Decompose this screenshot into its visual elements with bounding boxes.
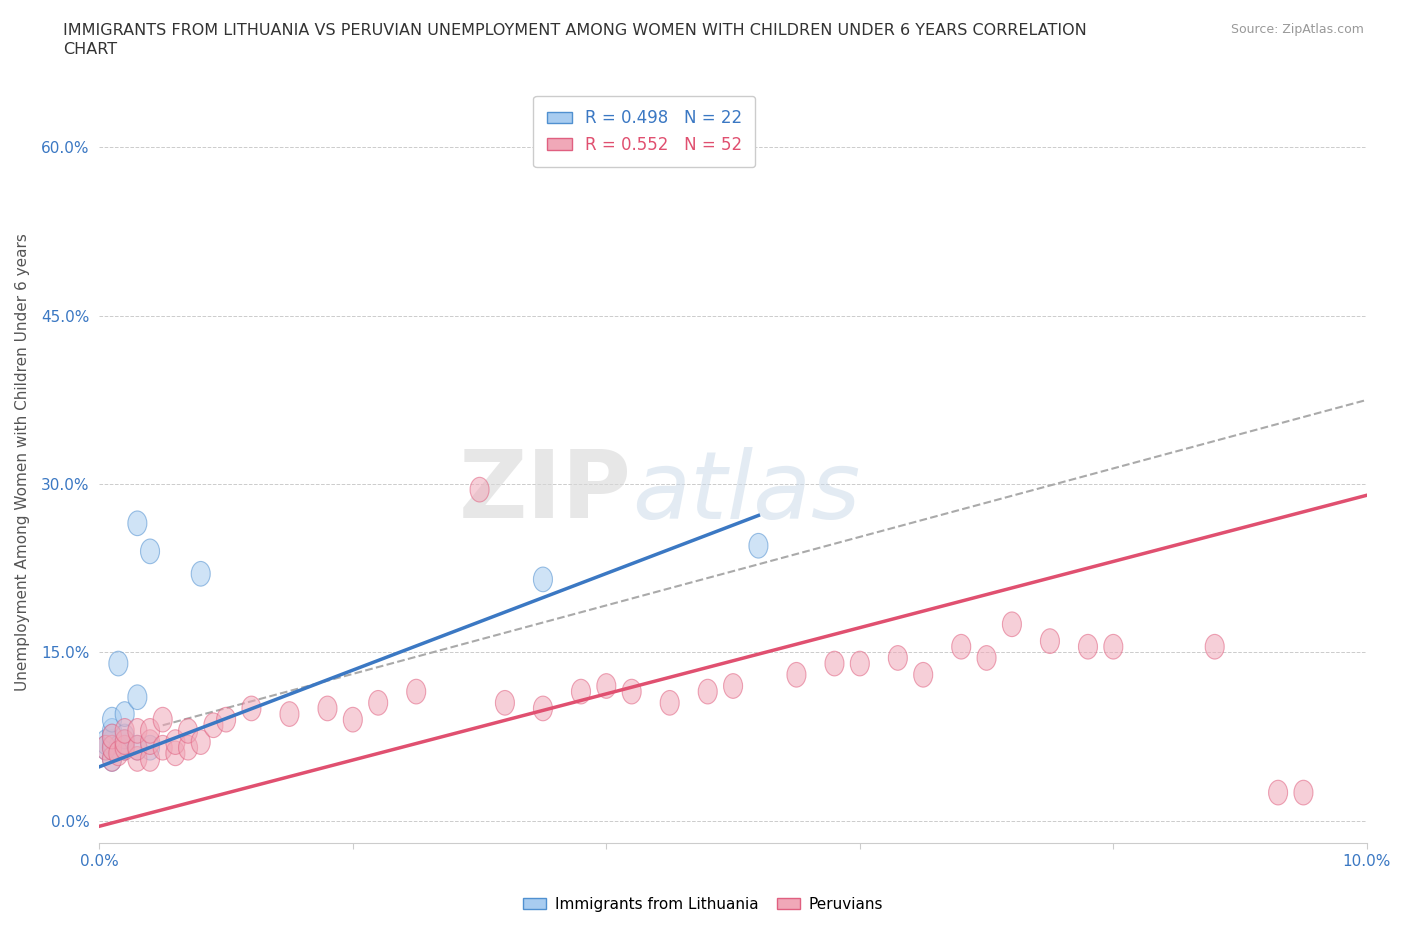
- Text: Source: ZipAtlas.com: Source: ZipAtlas.com: [1230, 23, 1364, 36]
- Ellipse shape: [141, 736, 159, 760]
- Ellipse shape: [952, 634, 970, 659]
- Ellipse shape: [851, 651, 869, 676]
- Ellipse shape: [1104, 634, 1123, 659]
- Ellipse shape: [368, 690, 388, 715]
- Ellipse shape: [242, 696, 262, 721]
- Ellipse shape: [1040, 629, 1060, 654]
- Ellipse shape: [1268, 780, 1288, 805]
- Ellipse shape: [103, 708, 121, 732]
- Ellipse shape: [103, 730, 121, 754]
- Ellipse shape: [128, 736, 146, 760]
- Ellipse shape: [166, 741, 184, 765]
- Ellipse shape: [661, 690, 679, 715]
- Ellipse shape: [103, 724, 121, 749]
- Ellipse shape: [977, 645, 995, 671]
- Ellipse shape: [115, 730, 134, 754]
- Legend: Immigrants from Lithuania, Peruvians: Immigrants from Lithuania, Peruvians: [516, 891, 890, 918]
- Ellipse shape: [533, 567, 553, 591]
- Ellipse shape: [699, 679, 717, 704]
- Ellipse shape: [153, 708, 172, 732]
- Ellipse shape: [889, 645, 907, 671]
- Ellipse shape: [103, 736, 121, 760]
- Ellipse shape: [141, 730, 159, 754]
- Ellipse shape: [96, 730, 115, 754]
- Ellipse shape: [103, 747, 121, 771]
- Ellipse shape: [1294, 780, 1313, 805]
- Ellipse shape: [179, 736, 198, 760]
- Ellipse shape: [749, 534, 768, 558]
- Ellipse shape: [96, 736, 115, 760]
- Ellipse shape: [96, 736, 115, 760]
- Ellipse shape: [103, 719, 121, 743]
- Ellipse shape: [343, 708, 363, 732]
- Ellipse shape: [128, 719, 146, 743]
- Ellipse shape: [787, 662, 806, 687]
- Ellipse shape: [191, 562, 211, 586]
- Ellipse shape: [533, 696, 553, 721]
- Ellipse shape: [470, 477, 489, 502]
- Ellipse shape: [128, 747, 146, 771]
- Ellipse shape: [280, 702, 299, 726]
- Ellipse shape: [103, 747, 121, 771]
- Ellipse shape: [623, 679, 641, 704]
- Ellipse shape: [1205, 634, 1225, 659]
- Ellipse shape: [128, 736, 146, 760]
- Ellipse shape: [914, 662, 932, 687]
- Ellipse shape: [115, 724, 134, 749]
- Ellipse shape: [153, 736, 172, 760]
- Ellipse shape: [1002, 612, 1021, 637]
- Ellipse shape: [115, 702, 134, 726]
- Text: CHART: CHART: [63, 42, 117, 57]
- Ellipse shape: [103, 724, 121, 749]
- Ellipse shape: [103, 736, 121, 760]
- Ellipse shape: [108, 741, 128, 765]
- Ellipse shape: [128, 684, 146, 710]
- Ellipse shape: [596, 673, 616, 698]
- Ellipse shape: [204, 713, 224, 737]
- Ellipse shape: [495, 690, 515, 715]
- Ellipse shape: [179, 719, 198, 743]
- Text: IMMIGRANTS FROM LITHUANIA VS PERUVIAN UNEMPLOYMENT AMONG WOMEN WITH CHILDREN UND: IMMIGRANTS FROM LITHUANIA VS PERUVIAN UN…: [63, 23, 1087, 38]
- Ellipse shape: [115, 719, 134, 743]
- Text: ZIP: ZIP: [458, 446, 631, 538]
- Legend: R = 0.498   N = 22, R = 0.552   N = 52: R = 0.498 N = 22, R = 0.552 N = 52: [533, 96, 755, 167]
- Ellipse shape: [1078, 634, 1098, 659]
- Ellipse shape: [141, 719, 159, 743]
- Ellipse shape: [108, 736, 128, 760]
- Ellipse shape: [406, 679, 426, 704]
- Ellipse shape: [217, 708, 236, 732]
- Text: atlas: atlas: [631, 446, 860, 538]
- Ellipse shape: [128, 511, 146, 536]
- Ellipse shape: [191, 730, 211, 754]
- Ellipse shape: [108, 651, 128, 676]
- Y-axis label: Unemployment Among Women with Children Under 6 years: Unemployment Among Women with Children U…: [15, 232, 30, 691]
- Ellipse shape: [571, 679, 591, 704]
- Ellipse shape: [724, 673, 742, 698]
- Ellipse shape: [115, 736, 134, 760]
- Ellipse shape: [166, 730, 184, 754]
- Ellipse shape: [141, 747, 159, 771]
- Ellipse shape: [141, 539, 159, 564]
- Ellipse shape: [825, 651, 844, 676]
- Ellipse shape: [115, 730, 134, 754]
- Ellipse shape: [318, 696, 337, 721]
- Ellipse shape: [115, 736, 134, 760]
